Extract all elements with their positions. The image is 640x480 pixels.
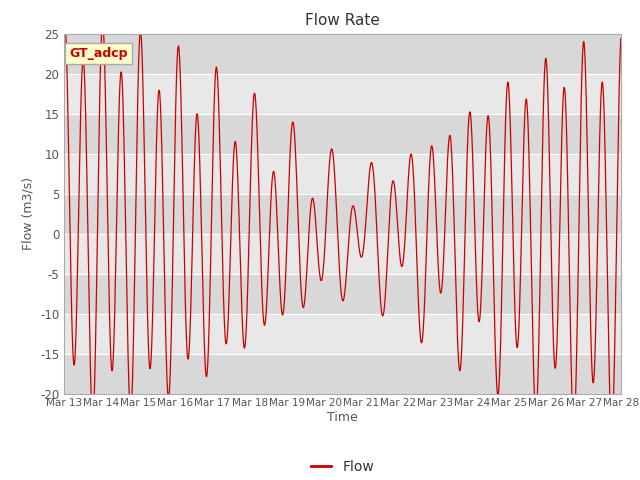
Bar — [64, 193, 621, 234]
Legend: Flow: Flow — [305, 455, 380, 480]
Text: GT_adcp: GT_adcp — [70, 47, 128, 60]
Bar — [64, 354, 621, 394]
Bar — [64, 73, 621, 114]
Bar — [64, 234, 621, 274]
Bar — [64, 274, 621, 313]
Title: Flow Rate: Flow Rate — [305, 13, 380, 28]
Bar — [64, 34, 621, 73]
Bar — [64, 154, 621, 193]
Bar — [64, 313, 621, 354]
Bar — [64, 114, 621, 154]
X-axis label: Time: Time — [327, 411, 358, 424]
Y-axis label: Flow (m3/s): Flow (m3/s) — [21, 177, 35, 250]
